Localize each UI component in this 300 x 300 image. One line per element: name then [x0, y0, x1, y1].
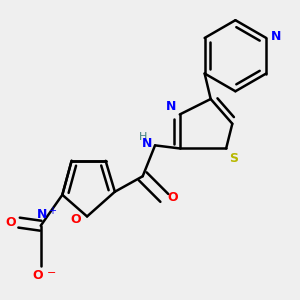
Text: H: H: [139, 132, 147, 142]
Text: N: N: [142, 137, 152, 150]
Text: N: N: [271, 30, 281, 43]
Text: O: O: [32, 269, 43, 282]
Text: O: O: [167, 191, 178, 204]
Text: N: N: [37, 208, 47, 221]
Text: S: S: [229, 152, 238, 164]
Text: −: −: [47, 268, 56, 278]
Text: O: O: [5, 216, 16, 229]
Text: N: N: [166, 100, 177, 113]
Text: +: +: [48, 206, 56, 216]
Text: O: O: [70, 213, 81, 226]
